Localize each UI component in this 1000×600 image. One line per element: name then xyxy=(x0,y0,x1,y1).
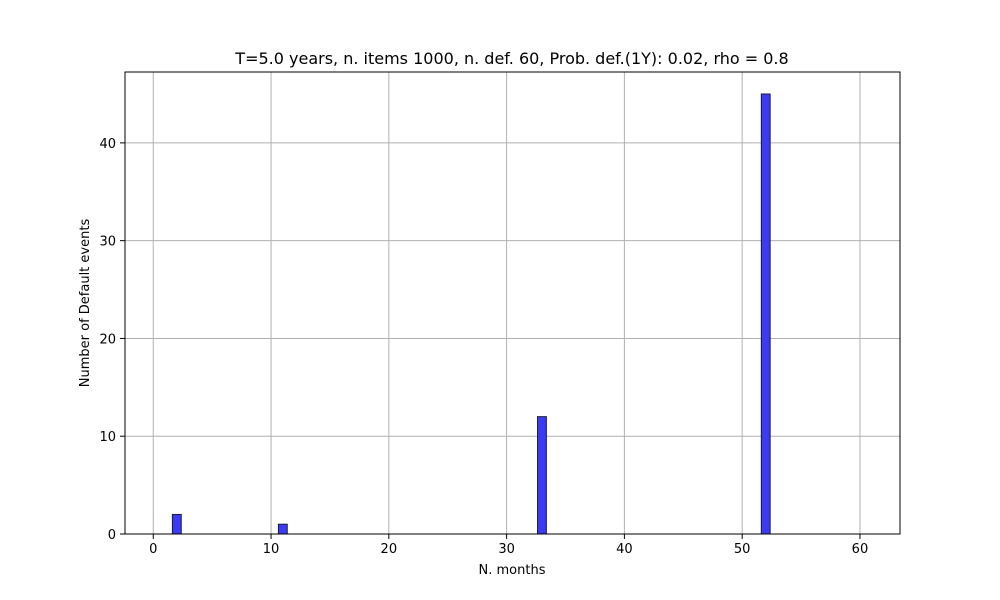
y-tick-label: 10 xyxy=(99,430,116,445)
y-tick-label: 40 xyxy=(99,137,116,152)
y-tick-label: 30 xyxy=(99,235,116,250)
y-tick-label: 20 xyxy=(99,332,116,347)
x-tick-label: 10 xyxy=(263,542,280,557)
y-ticks: 0 10 20 30 40 xyxy=(99,137,125,543)
x-tick-label: 30 xyxy=(498,542,515,557)
x-tick-label: 40 xyxy=(616,542,633,557)
bar xyxy=(760,93,771,535)
x-tick-label: 60 xyxy=(852,542,869,557)
x-tick-label: 50 xyxy=(734,542,751,557)
plot-frame xyxy=(124,71,901,535)
x-axis-label: N. months xyxy=(479,563,546,578)
grid-layer xyxy=(125,72,900,535)
bars-layer xyxy=(171,93,771,535)
y-axis-label: Number of Default events xyxy=(78,219,93,388)
chart-title: T=5.0 years, n. items 1000, n. def. 60, … xyxy=(234,49,788,68)
bar xyxy=(537,416,547,535)
x-tick-label: 0 xyxy=(149,542,157,557)
bar xyxy=(171,513,182,535)
bar xyxy=(277,523,288,535)
x-tick-label: 20 xyxy=(381,542,398,557)
y-tick-label: 0 xyxy=(108,528,116,543)
x-ticks: 0 10 20 30 40 50 60 xyxy=(149,534,868,557)
